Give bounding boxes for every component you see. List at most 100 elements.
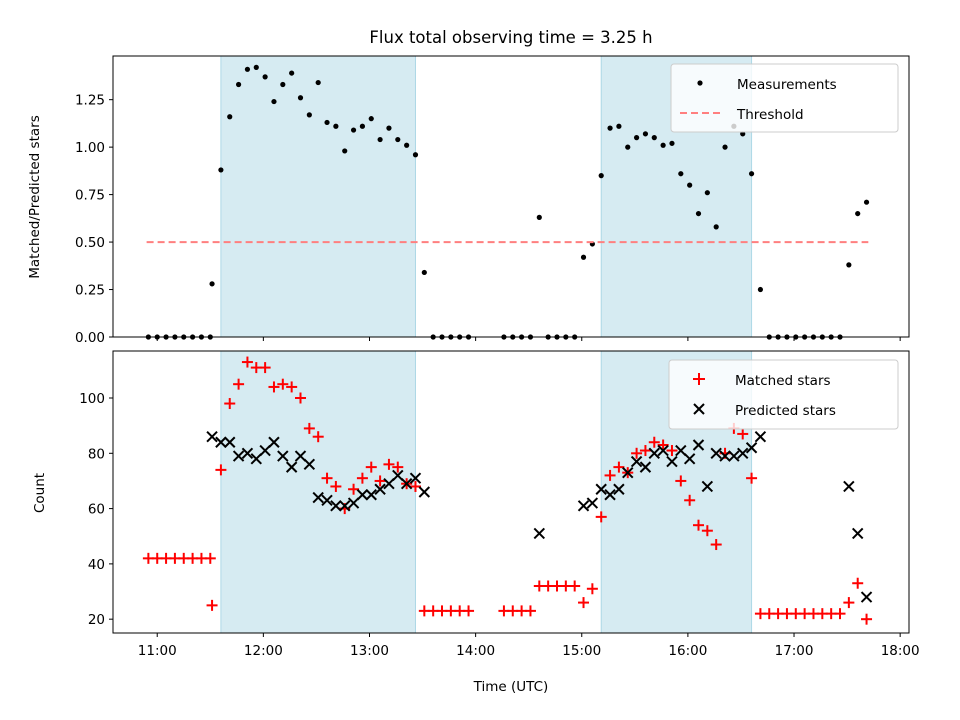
measurements-point <box>580 254 587 260</box>
predicted-stars-point <box>303 458 316 471</box>
measurements-point <box>846 262 852 268</box>
measurements-point <box>386 125 392 131</box>
matched-stars-point <box>586 583 598 595</box>
top-y-tick-label: 1.25 <box>75 93 105 109</box>
measurements-point <box>235 81 242 88</box>
measurements-point <box>695 210 702 217</box>
measurements-point <box>227 114 233 120</box>
predicted-stars-point <box>330 500 342 512</box>
predicted-stars-point <box>666 455 678 468</box>
matched-stars-point <box>348 483 360 495</box>
predicted-stars-point <box>533 527 546 540</box>
measurements-point <box>625 144 631 150</box>
matched-stars-point <box>321 472 333 484</box>
measurements-point <box>748 171 755 177</box>
legend-predicted-label: Predicted stars <box>735 403 836 419</box>
measurements-point <box>722 144 728 150</box>
matched-stars-point <box>356 472 368 484</box>
matched-stars-point <box>834 608 846 620</box>
measurements-point <box>315 79 321 86</box>
x-tick-label: 12:00 <box>244 643 283 659</box>
bottom-axes-frame <box>112 350 910 634</box>
predicted-stars-point <box>613 483 625 495</box>
predicted-stars-point <box>365 489 377 501</box>
matched-stars-point <box>675 475 687 487</box>
measurements-point <box>368 116 374 122</box>
predicted-stars-point <box>586 497 599 509</box>
measurements-point <box>404 142 410 148</box>
predicted-stars-point <box>277 450 289 462</box>
chart-title: Flux total observing time = 3.25 h <box>369 28 652 47</box>
measurements-point <box>669 140 675 146</box>
predicted-stars-point <box>710 447 722 460</box>
predicted-stars-point <box>347 497 360 509</box>
matched-stars-point <box>374 475 386 487</box>
top-axes-frame <box>112 55 910 338</box>
predicted-stars-point <box>701 480 714 493</box>
measurements-point <box>244 66 251 72</box>
matched-stars-point <box>224 398 236 410</box>
legend-predicted-marker <box>693 403 705 415</box>
matched-stars-point <box>578 597 590 609</box>
measurements-point <box>855 210 861 217</box>
matched-stars-point <box>392 461 404 473</box>
measurements-point <box>377 136 383 143</box>
matched-stars-point <box>463 605 475 617</box>
predicted-stars-point <box>418 486 431 498</box>
matched-stars-point <box>693 519 705 531</box>
matched-stars-point <box>569 580 581 592</box>
predicted-stars-point <box>639 461 652 473</box>
matched-stars-point <box>383 458 395 470</box>
measurements-point <box>651 135 657 141</box>
matched-stars-point <box>268 381 280 393</box>
top-legend: Measurements Threshold <box>670 63 899 133</box>
x-tick-label: 13:00 <box>350 643 389 659</box>
matched-stars-point <box>295 392 307 404</box>
measurements-point <box>359 123 366 129</box>
matched-stars-point <box>365 461 377 473</box>
predicted-stars-point <box>241 447 254 460</box>
bottom-y-tick-label: 60 <box>88 502 105 518</box>
measurements-point <box>642 131 649 137</box>
matched-stars-point <box>524 605 536 617</box>
measurements-point <box>660 142 666 148</box>
top-ylabel: Matched/Predicted stars <box>27 115 43 278</box>
measurements-point <box>342 148 348 154</box>
predicted-stars-point <box>860 591 873 603</box>
predicted-stars-point <box>374 483 386 495</box>
matched-stars-point <box>286 381 298 393</box>
predicted-stars-point <box>356 489 369 501</box>
top-legend-box <box>670 63 899 133</box>
measurements-point <box>863 199 870 205</box>
predicted-stars-point <box>675 444 687 457</box>
matched-stars-point <box>666 445 678 457</box>
matched-stars-point <box>852 577 864 589</box>
bottom-panel: 11:00 12:00 13:00 14:00 15:00 16:00 17:00 18:00… <box>79 350 920 659</box>
legend-threshold-label: Threshold <box>736 107 804 123</box>
measurements-point <box>412 152 419 158</box>
x-tick-label: 16:00 <box>668 643 707 659</box>
bottom-legend: Matched stars Predicted stars <box>668 359 899 430</box>
measurements-point <box>757 286 764 293</box>
bottom-shaded-interval <box>220 350 416 634</box>
measurements-point <box>607 125 613 131</box>
top-y-tick-label: 0.50 <box>75 235 105 251</box>
matched-stars-point <box>639 445 651 457</box>
measurements-point <box>687 182 693 188</box>
predicted-stars-point <box>268 436 280 448</box>
matched-stars-point <box>604 469 616 481</box>
predicted-stars-point <box>285 461 298 473</box>
bottom-y-tick-label: 100 <box>79 391 105 407</box>
predicted-stars-point <box>754 430 767 443</box>
predicted-stars-point <box>745 442 758 454</box>
x-tick-label: 17:00 <box>775 643 814 659</box>
matched-stars-point <box>861 613 873 625</box>
predicted-stars-point <box>339 500 351 512</box>
matched-stars-point <box>613 461 625 473</box>
legend-matched-marker <box>693 373 705 385</box>
matched-stars-point <box>746 472 758 484</box>
bottom-ylabel: Count <box>32 473 48 513</box>
measurements-point <box>306 112 312 118</box>
matched-stars-point <box>843 597 855 609</box>
predicted-stars-point <box>250 453 262 465</box>
